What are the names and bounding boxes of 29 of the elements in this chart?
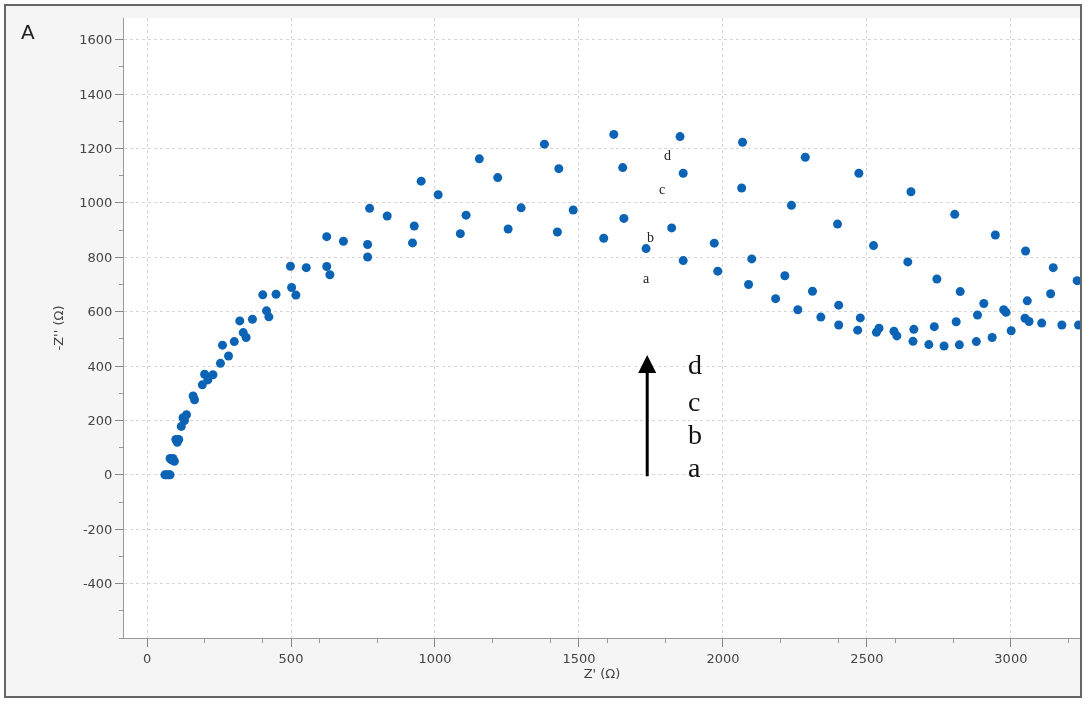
y-tick-label: 1600 xyxy=(79,32,113,48)
x-tick-label: 2500 xyxy=(850,650,884,666)
x-tick-label: 2000 xyxy=(706,650,740,666)
y-tick-label: -400 xyxy=(82,576,113,592)
y-tick-label: 600 xyxy=(87,304,113,320)
y-tick-label: 400 xyxy=(87,358,113,374)
x-tick-label: 0 xyxy=(142,650,152,666)
annotation: c xyxy=(688,386,701,417)
y-tick-label: 1000 xyxy=(79,195,113,211)
y-tick-label: 1400 xyxy=(79,86,113,102)
annotation: a xyxy=(643,271,650,286)
annotation: d xyxy=(688,349,702,380)
annotation: c xyxy=(659,182,666,197)
annotation: a xyxy=(688,452,701,483)
x-tick-label: 500 xyxy=(278,650,304,666)
y-tick-label: -200 xyxy=(82,521,113,537)
annotation: b xyxy=(688,419,702,450)
y-tick-label: 0 xyxy=(104,467,113,483)
annotation: b xyxy=(647,230,654,245)
x-tick-label: 3000 xyxy=(994,650,1028,666)
y-tick-label: 200 xyxy=(87,413,113,429)
x-axis-title: Z' (Ω) xyxy=(583,666,621,682)
annotation: d xyxy=(664,148,671,163)
x-tick-label: 1500 xyxy=(562,650,596,666)
y-tick-label: 800 xyxy=(87,249,113,265)
y-axis-title: -Z'' (Ω) xyxy=(51,305,67,351)
text: A xyxy=(21,20,35,44)
x-tick-label: 1000 xyxy=(418,650,452,666)
y-tick-label: 1200 xyxy=(79,141,113,157)
